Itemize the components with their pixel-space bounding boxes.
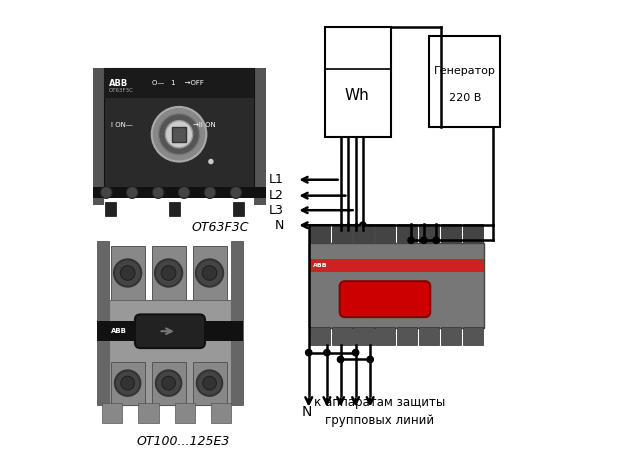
Bar xyxy=(193,362,227,405)
Circle shape xyxy=(121,376,134,390)
Circle shape xyxy=(161,266,176,280)
Bar xyxy=(332,327,351,345)
Circle shape xyxy=(230,187,242,198)
Circle shape xyxy=(165,121,193,148)
Text: L2: L2 xyxy=(269,189,284,202)
Circle shape xyxy=(353,349,359,356)
Circle shape xyxy=(115,370,141,396)
Bar xyxy=(104,68,254,98)
Bar xyxy=(111,362,145,405)
Bar xyxy=(353,327,373,345)
Bar xyxy=(254,68,266,205)
Circle shape xyxy=(204,187,216,198)
FancyBboxPatch shape xyxy=(340,281,430,317)
Bar xyxy=(138,403,159,423)
Circle shape xyxy=(408,237,414,243)
Circle shape xyxy=(323,349,330,356)
Text: OT63F3C: OT63F3C xyxy=(108,89,133,93)
Text: N: N xyxy=(274,219,284,232)
Bar xyxy=(397,224,417,243)
Text: ОТ100...125Е3: ОТ100...125Е3 xyxy=(137,435,230,448)
Text: N: N xyxy=(301,405,312,419)
Text: →II ON: →II ON xyxy=(193,122,215,128)
Bar xyxy=(97,321,243,341)
Bar xyxy=(332,224,351,243)
Bar xyxy=(375,327,396,345)
Bar xyxy=(419,224,439,243)
Circle shape xyxy=(152,187,164,198)
Bar xyxy=(111,246,145,300)
Text: I ON—: I ON— xyxy=(111,122,132,128)
Bar xyxy=(310,224,330,243)
Circle shape xyxy=(420,237,427,243)
Bar xyxy=(104,68,254,196)
Circle shape xyxy=(337,356,344,363)
Circle shape xyxy=(208,159,213,164)
Circle shape xyxy=(203,376,216,390)
Text: 220 В: 220 В xyxy=(448,93,481,103)
Text: O—   1    →OFF: O— 1 →OFF xyxy=(152,80,203,86)
Circle shape xyxy=(114,259,141,287)
Circle shape xyxy=(196,259,223,287)
Text: ABB: ABB xyxy=(111,328,127,334)
Bar xyxy=(102,403,122,423)
Bar xyxy=(429,36,500,127)
Text: L3: L3 xyxy=(269,204,284,217)
Bar xyxy=(310,327,330,345)
Bar xyxy=(93,187,266,198)
Bar xyxy=(441,327,461,345)
Circle shape xyxy=(360,222,366,228)
Bar xyxy=(375,224,396,243)
Bar xyxy=(309,259,484,272)
Bar xyxy=(152,246,186,300)
Bar xyxy=(463,327,483,345)
Bar xyxy=(397,327,417,345)
Circle shape xyxy=(126,187,138,198)
Text: к аппаратам защиты: к аппаратам защиты xyxy=(313,396,445,409)
Circle shape xyxy=(120,266,135,280)
Bar xyxy=(233,202,244,216)
Circle shape xyxy=(152,107,207,162)
Bar xyxy=(353,224,373,243)
FancyBboxPatch shape xyxy=(135,314,205,348)
Bar xyxy=(193,246,227,300)
Bar xyxy=(97,241,108,405)
Text: ОТ63F3C: ОТ63F3C xyxy=(191,221,249,234)
Bar xyxy=(108,300,231,405)
Bar xyxy=(169,202,180,216)
Bar xyxy=(152,362,186,405)
Circle shape xyxy=(197,370,222,396)
Text: ABB: ABB xyxy=(108,79,128,88)
Circle shape xyxy=(156,370,182,396)
Text: групповых линий: групповых линий xyxy=(325,415,434,427)
Text: Генератор: Генератор xyxy=(434,66,496,76)
Circle shape xyxy=(155,259,182,287)
Circle shape xyxy=(305,349,312,356)
Bar xyxy=(175,403,195,423)
Bar xyxy=(105,202,116,216)
Bar xyxy=(93,68,104,205)
Text: Wh: Wh xyxy=(344,88,369,103)
Text: ABB: ABB xyxy=(313,263,328,268)
Circle shape xyxy=(100,187,112,198)
Circle shape xyxy=(367,356,373,363)
Circle shape xyxy=(162,376,175,390)
Bar xyxy=(325,27,391,136)
Bar xyxy=(441,224,461,243)
Bar xyxy=(172,127,187,142)
Circle shape xyxy=(159,114,200,155)
Circle shape xyxy=(202,266,217,280)
Bar xyxy=(419,327,439,345)
Circle shape xyxy=(178,187,190,198)
Bar xyxy=(309,243,484,328)
Bar xyxy=(231,241,243,405)
Bar xyxy=(463,224,483,243)
Text: L1: L1 xyxy=(269,173,284,186)
Bar xyxy=(211,403,231,423)
Circle shape xyxy=(433,237,439,243)
